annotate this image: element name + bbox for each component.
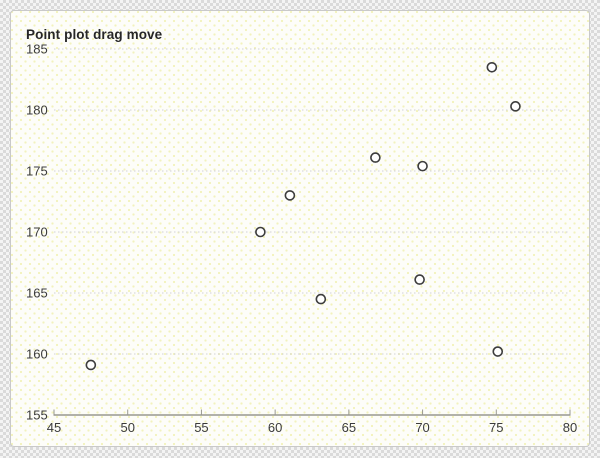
y-axis-tick-label: 155 — [26, 408, 48, 423]
data-point[interactable] — [85, 359, 97, 371]
x-axis-tick-label: 80 — [563, 420, 577, 435]
data-point[interactable] — [510, 101, 521, 112]
data-point[interactable] — [414, 274, 425, 285]
y-axis-tick-label: 185 — [26, 42, 48, 57]
data-point[interactable] — [370, 152, 381, 163]
data-point[interactable] — [417, 160, 428, 172]
x-axis-tick-label: 60 — [268, 420, 282, 435]
x-axis-tick-label: 55 — [194, 420, 208, 435]
x-axis-tick-label: 45 — [47, 420, 61, 435]
x-axis-tick-label: 70 — [415, 420, 429, 435]
data-point[interactable] — [315, 293, 327, 305]
y-axis-tick-label: 160 — [26, 347, 48, 362]
y-axis-tick-label: 175 — [26, 164, 48, 179]
y-axis-tick-label: 180 — [26, 103, 48, 118]
x-axis-tick-label: 75 — [489, 420, 503, 435]
data-point[interactable] — [492, 346, 504, 357]
chart-card: Point plot drag move 155 160 165 170 175 180 1… — [10, 10, 590, 447]
y-axis-tick-label: 165 — [26, 286, 48, 301]
y-axis-tick-label: 170 — [26, 225, 48, 240]
data-point[interactable] — [255, 226, 266, 238]
data-point[interactable] — [486, 61, 498, 73]
x-axis-tick-label: 65 — [342, 420, 356, 435]
x-axis-tick-label: 50 — [120, 420, 134, 435]
scatter-plot-svg: 155 160 165 170 175 180 185 45 50 55 60 65 70 75 80 — [26, 42, 577, 436]
chart-title: Point plot drag move — [26, 27, 163, 42]
data-point[interactable] — [284, 190, 296, 201]
